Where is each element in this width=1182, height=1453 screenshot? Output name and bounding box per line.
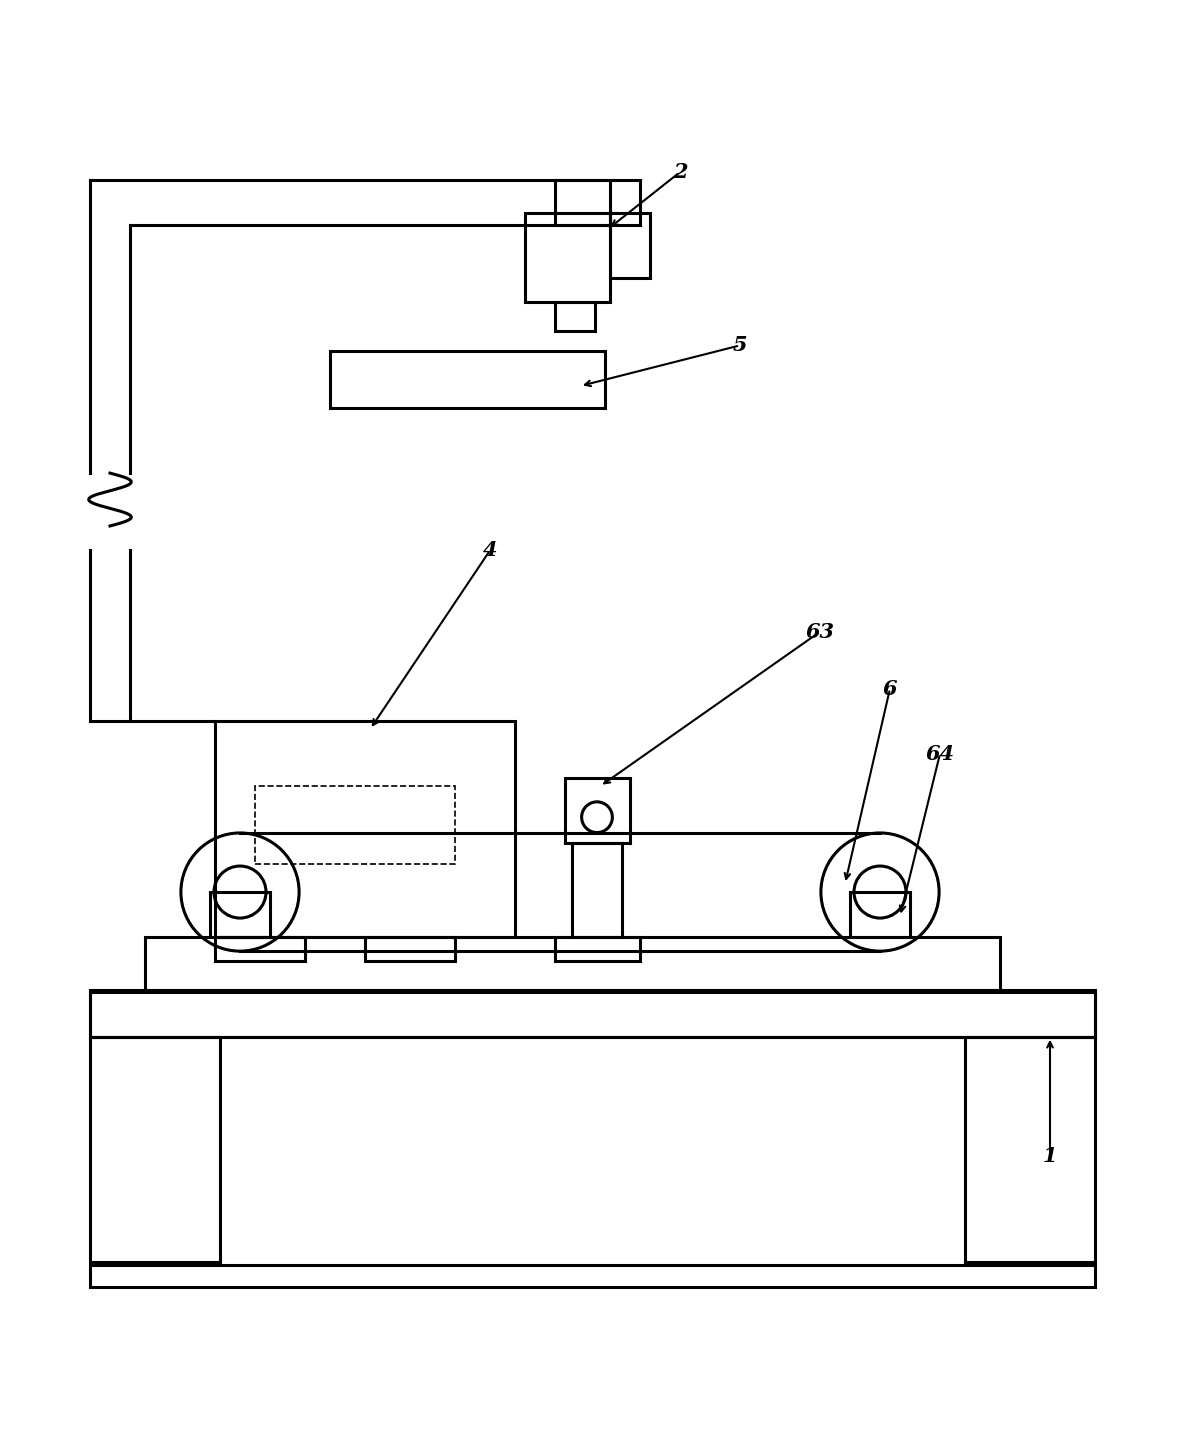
Bar xyxy=(90,989,1095,1037)
Bar xyxy=(215,937,305,962)
Bar xyxy=(965,1037,1095,1263)
Bar xyxy=(90,1037,220,1263)
Bar xyxy=(365,937,455,962)
Text: 1: 1 xyxy=(1043,1146,1057,1167)
Bar xyxy=(556,937,639,962)
Bar xyxy=(572,843,622,937)
Bar xyxy=(145,937,1000,989)
Text: 6: 6 xyxy=(883,679,897,699)
Bar xyxy=(255,786,455,863)
Text: 63: 63 xyxy=(805,622,834,642)
Text: 4: 4 xyxy=(482,541,498,561)
Bar xyxy=(610,212,650,278)
Bar xyxy=(525,212,610,302)
Bar xyxy=(90,992,1095,1037)
Bar xyxy=(210,892,269,937)
Bar xyxy=(90,1266,1095,1286)
Bar xyxy=(330,352,605,408)
Text: 5: 5 xyxy=(733,336,747,356)
Bar xyxy=(565,779,630,843)
Text: 64: 64 xyxy=(926,744,955,764)
Text: 2: 2 xyxy=(673,163,687,182)
Bar xyxy=(850,892,910,937)
Bar xyxy=(556,180,610,225)
Bar xyxy=(556,302,595,331)
Bar xyxy=(215,721,515,937)
